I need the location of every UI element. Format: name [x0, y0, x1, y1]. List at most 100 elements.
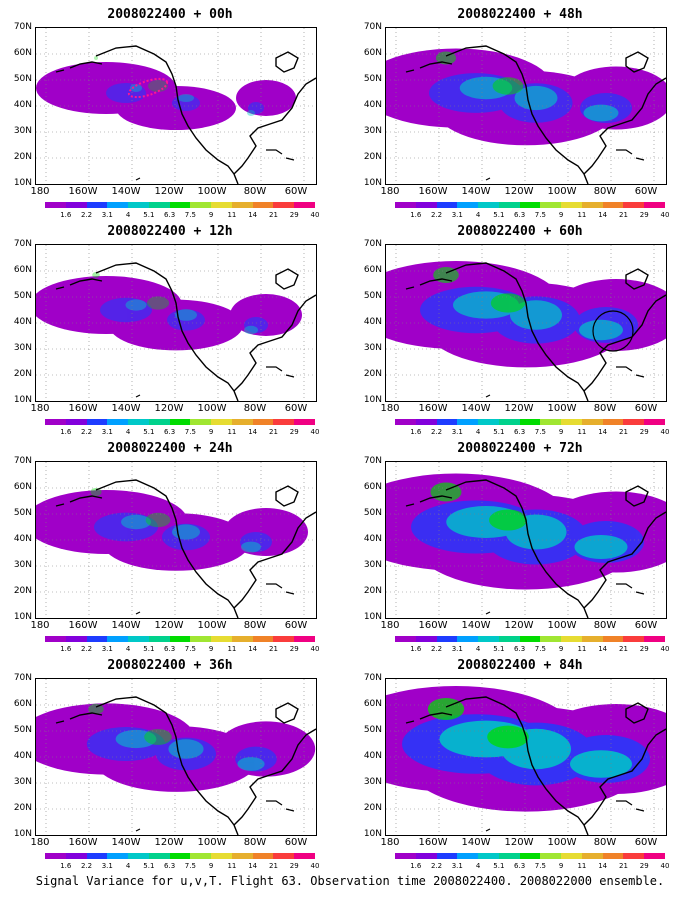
colorbar-swatch	[65, 853, 87, 859]
colorbar-label: 29	[289, 211, 299, 219]
colorbar-swatch	[231, 419, 253, 425]
colorbar-swatch	[623, 636, 645, 642]
longitude-label: 100W	[197, 403, 227, 414]
colorbar-swatch	[273, 636, 295, 642]
lat-lon-grid	[36, 245, 316, 401]
colorbar-label: 29	[639, 211, 649, 219]
longitude-label: 60W	[634, 837, 658, 848]
colorbar-label: 40	[660, 862, 670, 870]
colorbar-label: 11	[577, 211, 587, 219]
colorbar-labels: 1.6 2.2 3.1 4 5.1 6.3 7.5 9 11 14 21 29 40	[45, 211, 319, 220]
colorbar-label: 11	[227, 428, 237, 436]
latitude-label: 50N	[363, 74, 382, 84]
longitude-label: 120W	[154, 403, 184, 414]
latitude-label: 50N	[363, 725, 382, 735]
colorbar-label: 21	[268, 211, 278, 219]
colorbar-swatch	[211, 202, 232, 208]
colorbar-label: 1.6	[60, 862, 72, 870]
colorbar-label: 5.1	[493, 862, 505, 870]
longitude-label: 180	[30, 620, 50, 631]
figure-caption: Signal Variance for u,v,T. Flight 63. Ob…	[35, 874, 665, 888]
colorbar-swatch	[231, 202, 253, 208]
panel-title: 2008022400 + 24h	[107, 441, 233, 456]
colorbar-swatch	[561, 853, 582, 859]
longitude-label: 120W	[504, 837, 534, 848]
colorbar-swatch	[602, 636, 624, 642]
colorbar-labels: 1.6 2.2 3.1 4 5.1 6.3 7.5 9 11 14 21 29 40	[395, 211, 669, 220]
colorbar-label: 29	[639, 862, 649, 870]
colorbar-swatch	[540, 853, 562, 859]
colorbar-swatch	[395, 636, 416, 642]
colorbar-swatch	[540, 202, 562, 208]
colorbar-swatch	[561, 202, 582, 208]
region-highlight-circle	[592, 310, 634, 352]
colorbar-swatch	[581, 853, 603, 859]
longitude-label: 180	[30, 837, 50, 848]
colorbar-label: 21	[618, 862, 628, 870]
colorbar-label: 1.6	[410, 645, 422, 653]
colorbar-swatch	[581, 202, 603, 208]
longitude-label: 140W	[111, 837, 141, 848]
colorbar-swatch	[107, 202, 129, 208]
panel-title: 2008022400 + 84h	[457, 658, 583, 673]
map-panel: 2008022400 + 60h 70N 60N 50N 40N 30N 20N 10N 180…	[350, 222, 690, 440]
colorbar-swatch	[65, 202, 87, 208]
colorbar-swatch	[128, 636, 149, 642]
colorbar-label: 9	[558, 645, 564, 653]
colorbar-swatch	[252, 636, 274, 642]
colorbar-label: 7.5	[534, 428, 546, 436]
longitude-label: 120W	[504, 403, 534, 414]
colorbar-swatch	[231, 853, 253, 859]
colorbar-swatch	[498, 419, 520, 425]
colorbar-swatch	[65, 636, 87, 642]
latitude-label: 60N	[363, 48, 382, 58]
variance-map	[385, 244, 667, 402]
colorbar-label: 7.5	[184, 428, 196, 436]
map-panel: 2008022400 + 72h 70N 60N 50N 40N 30N 20N 10N 180…	[350, 439, 690, 657]
variance-field-peak	[88, 703, 172, 745]
variance-field-peak	[435, 51, 524, 95]
colorbar-label: 6.3	[514, 645, 526, 653]
longitude-label: 80W	[243, 620, 267, 631]
longitude-label: 80W	[593, 620, 617, 631]
variance-map	[385, 678, 667, 836]
colorbar-swatch	[107, 419, 129, 425]
longitude-label: 60W	[634, 403, 658, 414]
colorbar-swatch	[415, 202, 437, 208]
colorbar-label: 11	[227, 645, 237, 653]
longitude-label: 120W	[154, 186, 184, 197]
colorbar-label: 7.5	[184, 862, 196, 870]
colorbar-labels: 1.6 2.2 3.1 4 5.1 6.3 7.5 9 11 14 21 29 40	[45, 428, 319, 437]
colorbar-swatch	[169, 636, 191, 642]
colorbar-swatch	[602, 853, 624, 859]
latitude-label: 40N	[13, 534, 32, 544]
lat-lon-grid	[386, 679, 666, 835]
variance-map	[35, 678, 317, 836]
colorbar-swatch	[478, 202, 499, 208]
islands	[135, 366, 295, 398]
colorbar-label: 40	[310, 645, 320, 653]
longitude-label: 100W	[547, 186, 577, 197]
longitude-label: 60W	[634, 186, 658, 197]
colorbar-swatch	[457, 636, 479, 642]
colorbar-swatch	[252, 202, 274, 208]
coastline	[405, 262, 666, 401]
map-panel: 2008022400 + 48h 70N 60N 50N 40N 30N 20N 10N 180…	[350, 5, 690, 223]
colorbar	[45, 853, 315, 859]
colorbar-swatch	[498, 636, 520, 642]
colorbar-label: 5.1	[493, 211, 505, 219]
colorbar-swatch	[478, 853, 499, 859]
colorbar-swatch	[128, 202, 149, 208]
longitude-label: 140W	[111, 403, 141, 414]
variance-field-peak	[92, 272, 170, 310]
colorbar-label: 40	[310, 862, 320, 870]
colorbar-label: 11	[227, 862, 237, 870]
colorbar-swatch	[148, 853, 170, 859]
latitude-label: 20N	[363, 803, 382, 813]
longitude-label: 160W	[68, 620, 98, 631]
colorbar-label: 14	[248, 862, 258, 870]
coastline	[405, 45, 666, 184]
coastline	[55, 479, 316, 618]
colorbar-label: 5.1	[493, 428, 505, 436]
colorbar-swatch	[519, 636, 541, 642]
